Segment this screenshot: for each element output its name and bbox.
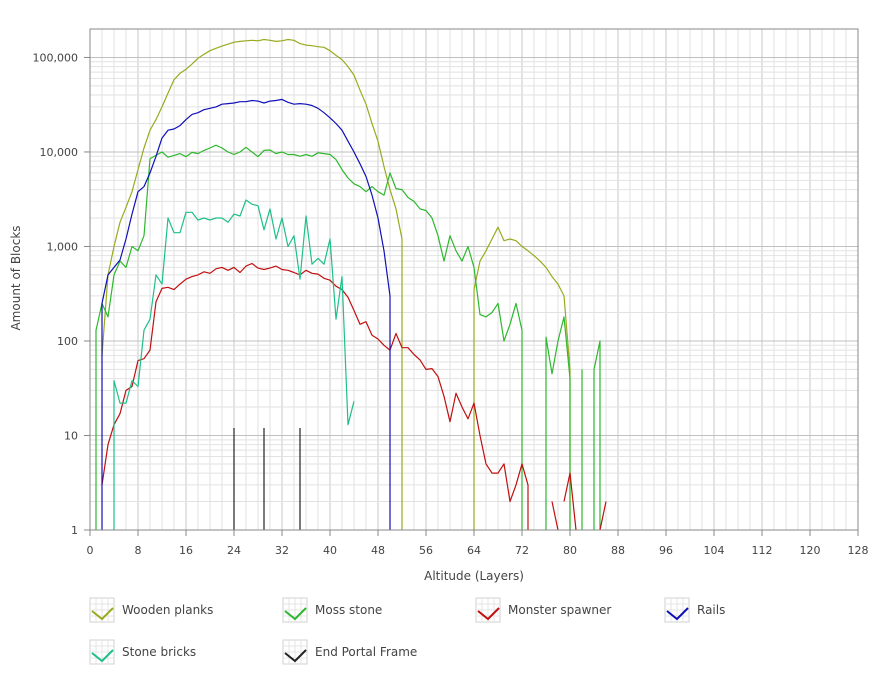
series-line-stone-bricks (113, 199, 355, 530)
series-line-moss-stone (593, 340, 601, 530)
x-axis-ticks: 0 8 16 24 32 40 48 56 64 72 80 88 96 104 112 120 128 (87, 530, 869, 557)
x-tick-label: 72 (515, 544, 529, 557)
y-tick-label: 100 (57, 335, 78, 348)
legend-item-moss-stone[interactable]: Moss stone (282, 597, 382, 623)
series-moss-stone (95, 144, 601, 530)
x-tick-label: 88 (611, 544, 625, 557)
x-tick-label: 112 (752, 544, 773, 557)
x-tick-label: 24 (227, 544, 241, 557)
y-tick-label: 100,000 (33, 51, 79, 64)
series-line-wooden-planks (473, 226, 571, 530)
x-tick-label: 8 (135, 544, 142, 557)
x-tick-label: 48 (371, 544, 385, 557)
series-line-monster-spawner (551, 501, 559, 531)
legend-item-monster-spawner[interactable]: Monster spawner (475, 597, 611, 623)
x-tick-label: 80 (563, 544, 577, 557)
series-layer (95, 38, 607, 531)
legend-label: Rails (697, 603, 725, 617)
series-wooden-planks (101, 38, 571, 530)
y-axis-label: Amount of Blocks (9, 225, 23, 330)
legend-item-rails[interactable]: Rails (664, 597, 725, 623)
series-line-monster-spawner (101, 262, 529, 530)
series-line-moss-stone (95, 144, 523, 530)
x-tick-label: 96 (659, 544, 673, 557)
y-axis-ticks: 1 10 100 1,000 10,000 100,000 (33, 51, 90, 537)
legend-label: Stone bricks (122, 645, 196, 659)
x-tick-label: 56 (419, 544, 433, 557)
series-rails (101, 98, 391, 530)
x-tick-label: 64 (467, 544, 481, 557)
series-stone-bricks (113, 199, 355, 530)
legend-item-end-portal-frame[interactable]: End Portal Frame (282, 639, 417, 665)
legend-swatch-line (91, 649, 114, 663)
legend-swatch-line (91, 607, 114, 621)
series-monster-spawner (101, 262, 607, 531)
x-tick-label: 32 (275, 544, 289, 557)
x-tick-label: 120 (800, 544, 821, 557)
y-tick-label: 10,000 (40, 146, 79, 159)
series-end-portal-frame (233, 428, 301, 530)
x-tick-label: 0 (87, 544, 94, 557)
legend-item-stone-bricks[interactable]: Stone bricks (89, 639, 196, 665)
x-axis-label: Altitude (Layers) (424, 569, 524, 583)
x-tick-label: 104 (704, 544, 725, 557)
series-line-rails (101, 98, 391, 530)
y-tick-label: 10 (64, 429, 78, 442)
x-tick-label: 40 (323, 544, 337, 557)
legend-swatch-line (666, 607, 689, 621)
legend-swatch-line (477, 607, 500, 621)
legend-label: End Portal Frame (315, 645, 417, 659)
legend-item-wooden-planks[interactable]: Wooden planks (89, 597, 213, 623)
legend-swatch-line (284, 649, 307, 663)
y-tick-label: 1,000 (47, 240, 79, 253)
series-line-wooden-planks (101, 38, 403, 530)
legend-label: Monster spawner (508, 603, 611, 617)
legend-label: Wooden planks (122, 603, 213, 617)
x-tick-label: 128 (848, 544, 869, 557)
x-tick-label: 16 (179, 544, 193, 557)
series-line-monster-spawner (599, 501, 607, 531)
legend: Wooden planks Moss stone Monster spawner Ra… (89, 597, 725, 665)
legend-swatch-line (284, 607, 307, 621)
series-line-monster-spawner (563, 472, 577, 531)
y-tick-label: 1 (71, 524, 78, 537)
legend-label: Moss stone (315, 603, 382, 617)
series-line-moss-stone (545, 316, 571, 530)
